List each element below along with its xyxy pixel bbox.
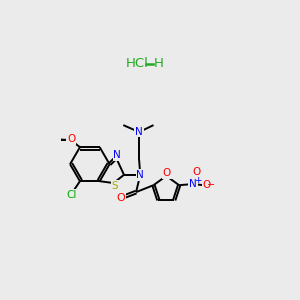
Text: O: O bbox=[117, 193, 126, 203]
Text: +: + bbox=[194, 176, 202, 185]
Text: H: H bbox=[154, 57, 164, 70]
Text: N: N bbox=[136, 170, 144, 180]
Text: O: O bbox=[192, 167, 200, 177]
Text: O: O bbox=[163, 168, 171, 178]
Text: N: N bbox=[135, 127, 143, 136]
Text: HCl: HCl bbox=[126, 57, 149, 70]
Text: O: O bbox=[67, 134, 75, 144]
Text: Cl: Cl bbox=[66, 190, 76, 200]
Text: N: N bbox=[113, 150, 121, 161]
Text: N: N bbox=[189, 179, 197, 189]
Text: −: − bbox=[207, 180, 215, 190]
Text: methoxy: methoxy bbox=[61, 138, 67, 139]
Text: O: O bbox=[202, 180, 211, 190]
Text: S: S bbox=[112, 181, 118, 191]
